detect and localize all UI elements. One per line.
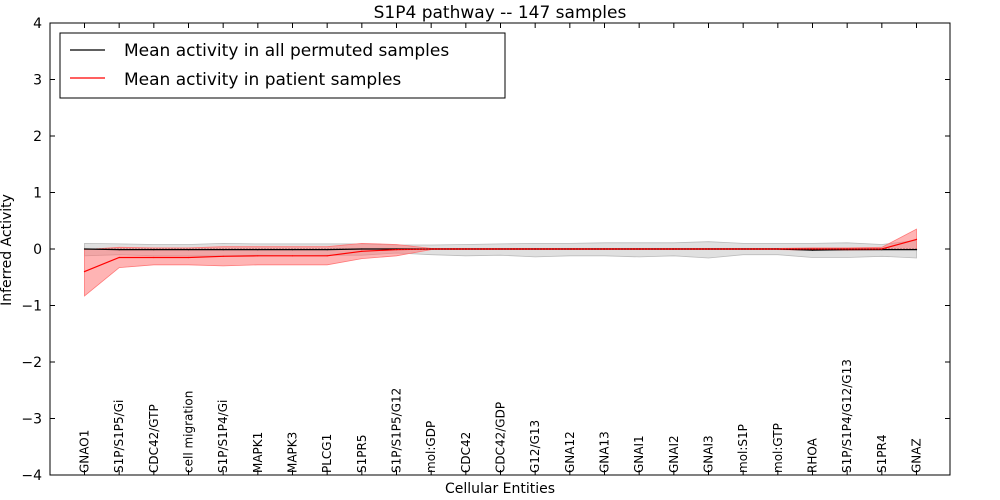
x-tick-label-16: GNAI1 — [632, 435, 646, 473]
x-tick-label-8: S1PR5 — [355, 435, 369, 473]
point-series-1-10 — [430, 248, 432, 250]
y-axis-ticks: −4 −3 −2 −1 0 1 2 3 4 — [21, 16, 950, 484]
x-tick-label-11: CDC42 — [459, 432, 473, 473]
point-series-1-1 — [118, 256, 120, 259]
x-tick-label-21: RHOA — [806, 437, 820, 473]
y-tick-label-3: −1 — [21, 299, 42, 315]
x-tick-label-0: GNAO1 — [78, 430, 92, 473]
y-tick-label-0: −4 — [21, 468, 42, 484]
x-tick-label-2: CDC42/GTP — [147, 404, 161, 473]
y-tick-label-5: 1 — [33, 186, 42, 202]
x-tick-label-4: S1P/S1P4/Gi — [216, 400, 230, 473]
point-series-1-19 — [742, 248, 744, 250]
y-axis-label: Inferred Activity — [0, 194, 15, 306]
y-tick-label-1: −3 — [21, 412, 42, 428]
point-series-1-5 — [257, 255, 259, 257]
y-tick-label-4: 0 — [33, 242, 42, 258]
chart-title: S1P4 pathway -- 147 samples — [374, 3, 627, 23]
point-series-0-1 — [118, 249, 120, 251]
band-series-1 — [84, 228, 917, 297]
point-series-1-3 — [187, 256, 190, 259]
x-tick-label-23: S1PR4 — [875, 435, 889, 473]
x-tick-label-14: GNA12 — [563, 431, 577, 473]
point-series-1-24 — [915, 238, 918, 240]
legend: Mean activity in all permuted samples Me… — [59, 32, 506, 99]
y-tick-label-6: 2 — [33, 129, 42, 145]
point-series-0-21 — [811, 249, 814, 251]
x-axis-ticks: GNAO1 S1P/S1P5/Gi CDC42/GTP cell migration S… — [78, 23, 924, 475]
y-tick-label-7: 3 — [33, 73, 42, 89]
y-tick-label-8: 4 — [33, 16, 42, 32]
point-series-1-12 — [499, 248, 502, 250]
point-series-1-2 — [153, 256, 155, 259]
point-series-0-5 — [257, 249, 259, 251]
x-tick-label-24: GNAZ — [910, 438, 924, 473]
confidence-bands — [84, 228, 917, 297]
point-series-1-14 — [569, 248, 571, 250]
x-tick-label-6: MAPK3 — [286, 432, 300, 473]
x-tick-label-3: cell migration — [182, 391, 196, 473]
point-series-1-0 — [83, 271, 86, 273]
x-tick-label-20: mol:GTP — [771, 423, 785, 473]
legend-box — [59, 32, 506, 99]
series-lines — [83, 238, 918, 273]
x-tick-label-13: G12/G13 — [528, 420, 542, 473]
x-tick-label-7: PLCG1 — [320, 434, 334, 473]
legend-label-patient: Mean activity in patient samples — [124, 70, 401, 90]
x-tick-label-19: mol:S1P — [736, 424, 750, 473]
x-tick-label-12: CDC42/GDP — [494, 402, 508, 473]
point-series-1-4 — [222, 255, 224, 257]
x-axis-label: Cellular Entities — [445, 481, 555, 497]
point-series-1-7 — [326, 255, 328, 257]
point-series-0-3 — [187, 249, 190, 251]
x-tick-label-15: GNA13 — [598, 431, 612, 473]
legend-label-permuted: Mean activity in all permuted samples — [124, 41, 449, 61]
x-tick-label-5: MAPK1 — [251, 432, 265, 473]
x-tick-label-10: mol:GDP — [424, 421, 438, 473]
x-tick-label-22: S1P/S1P4/G12/G13 — [840, 359, 854, 473]
point-series-1-6 — [291, 255, 294, 257]
y-tick-label-2: −2 — [21, 355, 42, 371]
point-series-1-23 — [881, 248, 883, 250]
x-tick-label-18: GNAI3 — [702, 435, 716, 473]
x-tick-label-9: S1P/S1P5/G12 — [390, 388, 404, 473]
x-tick-label-1: S1P/S1P5/Gi — [112, 400, 126, 473]
plot-frame — [49, 22, 951, 476]
point-series-1-21 — [811, 248, 814, 250]
point-series-1-8 — [361, 250, 363, 252]
x-tick-label-17: GNAI2 — [667, 435, 681, 473]
